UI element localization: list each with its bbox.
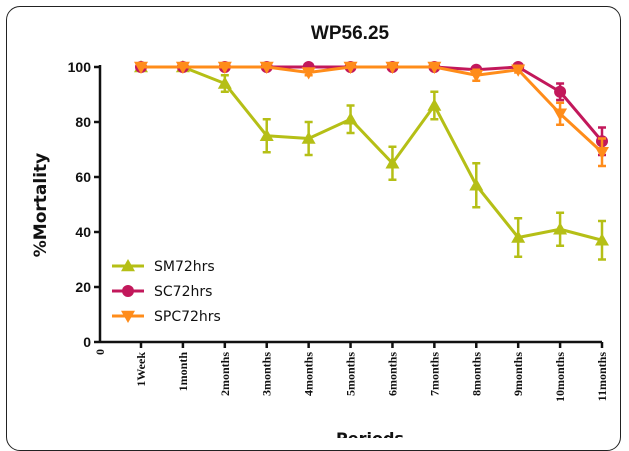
data-point [385, 156, 400, 169]
x-axis-label: Periods [336, 429, 404, 438]
data-point [385, 61, 400, 74]
x-origin-label: 0 [93, 349, 107, 355]
legend-label: SC72hrs [154, 284, 212, 300]
x-tick-label: 6months [385, 352, 399, 396]
x-tick-label: 7months [427, 352, 441, 396]
y-tick-label: 0 [83, 334, 91, 350]
data-point [511, 64, 526, 77]
data-point [343, 112, 358, 125]
data-point [301, 67, 316, 80]
y-tick-label: 100 [68, 59, 92, 75]
data-point [121, 259, 135, 272]
data-point [121, 310, 135, 323]
data-point [301, 131, 316, 144]
x-tick-label: 8months [469, 352, 483, 396]
y-axis-label: %Mortality [31, 153, 51, 257]
chart-canvas: WP56.25 %Mortality Periods 0204060801000… [31, 23, 609, 438]
x-tick-label: 5months [344, 352, 358, 396]
data-point [469, 70, 484, 83]
series-layer [134, 60, 609, 261]
x-tick-label: 4months [302, 352, 316, 396]
data-point [217, 61, 232, 74]
y-tick-label: 20 [75, 279, 91, 295]
legend-item: SPC72hrs [112, 309, 221, 325]
series-SPC72hrs [134, 61, 609, 168]
legend-item: SM72hrs [112, 259, 215, 275]
data-point [511, 230, 526, 243]
x-tick-label: 1month [176, 352, 190, 392]
chart-title: WP56.25 [311, 23, 390, 44]
x-tick-label: 10months [553, 352, 567, 402]
legend-item: SC72hrs [112, 284, 212, 300]
data-point [259, 128, 274, 141]
data-point [553, 222, 568, 235]
data-point [259, 61, 274, 74]
series-line [141, 65, 603, 242]
data-point [122, 285, 134, 297]
data-point [427, 98, 442, 111]
data-point [553, 108, 568, 121]
axes-group: 0 20 40 60 80 100 0 1Week 1month 2months 3months 4m… [68, 59, 609, 402]
legend: SM72hrs SC72hrs SPC72hrs [112, 259, 221, 325]
x-tick-label: 2months [218, 352, 232, 396]
data-point [554, 85, 567, 98]
data-point [175, 61, 190, 74]
data-point [427, 61, 442, 74]
series-line [141, 65, 604, 154]
y-tick-label: 40 [75, 224, 91, 240]
x-tick-label: 9months [511, 352, 525, 396]
data-point [595, 233, 609, 246]
y-tick-label: 80 [75, 114, 91, 130]
data-point [134, 61, 148, 74]
x-tick-label: 3months [260, 352, 274, 396]
y-tick-label: 60 [75, 169, 91, 185]
series-SM72hrs [134, 60, 609, 261]
x-tick-label: 11months [595, 352, 609, 402]
data-point [595, 147, 609, 160]
legend-label: SM72hrs [154, 259, 215, 275]
legend-label: SPC72hrs [154, 309, 221, 325]
data-point [217, 76, 232, 89]
x-tick-label: 1Week [134, 352, 148, 387]
data-point [343, 61, 358, 74]
data-point [469, 178, 484, 191]
